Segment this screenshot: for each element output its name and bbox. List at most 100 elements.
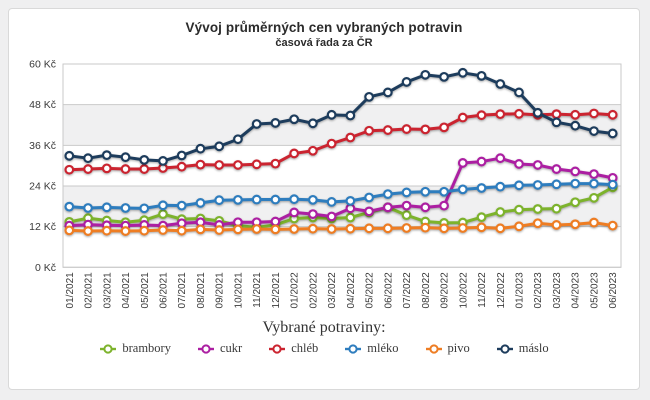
- data-point-chléb[interactable]: [589, 108, 599, 119]
- legend-item-brambory[interactable]: brambory: [99, 341, 171, 356]
- data-point-pivo[interactable]: [570, 219, 581, 230]
- data-point-cukr[interactable]: [457, 158, 468, 168]
- data-point-cukr[interactable]: [495, 153, 506, 164]
- data-point-máslo[interactable]: [570, 120, 581, 131]
- data-point-pivo[interactable]: [514, 221, 524, 232]
- data-point-mléko[interactable]: [289, 194, 300, 205]
- data-point-máslo[interactable]: [158, 156, 168, 166]
- data-point-cukr[interactable]: [420, 202, 431, 213]
- legend-item-máslo[interactable]: máslo: [496, 341, 549, 356]
- data-point-pivo[interactable]: [233, 224, 243, 235]
- data-point-chléb[interactable]: [233, 160, 243, 170]
- data-point-chléb[interactable]: [439, 122, 449, 133]
- data-point-mléko[interactable]: [251, 194, 262, 205]
- data-point-mléko[interactable]: [101, 202, 112, 213]
- data-point-máslo[interactable]: [551, 117, 562, 128]
- data-point-chléb[interactable]: [570, 109, 581, 120]
- data-point-mléko[interactable]: [64, 201, 75, 212]
- data-point-brambory[interactable]: [401, 210, 412, 221]
- data-point-mléko[interactable]: [139, 203, 150, 214]
- data-point-mléko[interactable]: [83, 203, 93, 213]
- data-point-máslo[interactable]: [457, 67, 468, 78]
- data-point-mléko[interactable]: [401, 187, 412, 198]
- data-point-cukr[interactable]: [382, 202, 393, 213]
- data-point-chléb[interactable]: [176, 161, 187, 172]
- data-point-chléb[interactable]: [101, 163, 112, 174]
- data-point-mléko[interactable]: [233, 194, 243, 205]
- data-point-máslo[interactable]: [139, 154, 150, 165]
- data-point-máslo[interactable]: [251, 119, 262, 129]
- data-point-brambory[interactable]: [514, 204, 524, 215]
- data-point-pivo[interactable]: [364, 223, 375, 234]
- data-point-chléb[interactable]: [195, 159, 206, 170]
- data-point-máslo[interactable]: [345, 110, 356, 121]
- data-point-pivo[interactable]: [176, 225, 187, 236]
- data-point-pivo[interactable]: [101, 225, 112, 236]
- data-point-mléko[interactable]: [495, 181, 506, 192]
- data-point-pivo[interactable]: [307, 223, 318, 234]
- data-point-pivo[interactable]: [476, 222, 487, 233]
- data-point-mléko[interactable]: [158, 200, 168, 211]
- data-point-chléb[interactable]: [345, 132, 356, 143]
- legend-item-cukr[interactable]: cukr: [197, 341, 242, 356]
- data-point-máslo[interactable]: [289, 114, 300, 125]
- data-point-máslo[interactable]: [270, 118, 281, 128]
- data-point-mléko[interactable]: [270, 194, 281, 205]
- legend-item-mléko[interactable]: mléko: [344, 341, 399, 356]
- data-point-pivo[interactable]: [158, 225, 168, 235]
- data-point-pivo[interactable]: [139, 225, 150, 236]
- data-point-pivo[interactable]: [64, 225, 75, 236]
- data-point-mléko[interactable]: [607, 179, 618, 190]
- data-point-máslo[interactable]: [532, 107, 543, 118]
- data-point-chléb[interactable]: [364, 125, 375, 136]
- data-point-chléb[interactable]: [214, 160, 225, 170]
- data-point-mléko[interactable]: [345, 195, 356, 206]
- data-point-mléko[interactable]: [457, 184, 468, 195]
- data-point-cukr[interactable]: [476, 156, 487, 167]
- data-point-máslo[interactable]: [64, 150, 75, 161]
- data-point-chléb[interactable]: [457, 112, 468, 123]
- data-point-cukr[interactable]: [589, 169, 599, 180]
- data-point-cukr[interactable]: [364, 206, 375, 217]
- data-point-chléb[interactable]: [514, 108, 524, 119]
- legend-item-pivo[interactable]: pivo: [425, 341, 470, 356]
- data-point-mléko[interactable]: [176, 200, 187, 211]
- data-point-chléb[interactable]: [83, 164, 93, 174]
- data-point-mléko[interactable]: [532, 180, 543, 190]
- data-point-mléko[interactable]: [382, 189, 393, 200]
- data-point-pivo[interactable]: [251, 224, 262, 234]
- data-point-pivo[interactable]: [195, 224, 206, 235]
- data-point-pivo[interactable]: [551, 220, 562, 230]
- data-point-mléko[interactable]: [120, 203, 131, 213]
- data-point-máslo[interactable]: [307, 118, 318, 129]
- data-point-chléb[interactable]: [326, 138, 337, 149]
- data-point-brambory[interactable]: [158, 209, 168, 220]
- data-point-máslo[interactable]: [439, 71, 449, 82]
- data-point-cukr[interactable]: [532, 160, 543, 170]
- data-point-pivo[interactable]: [495, 223, 506, 234]
- data-point-brambory[interactable]: [532, 204, 543, 214]
- data-point-cukr[interactable]: [289, 207, 300, 218]
- data-point-mléko[interactable]: [420, 186, 431, 197]
- data-point-brambory[interactable]: [345, 212, 356, 223]
- data-point-cukr[interactable]: [570, 166, 581, 177]
- data-point-pivo[interactable]: [270, 224, 281, 235]
- data-point-máslo[interactable]: [233, 134, 243, 145]
- data-point-pivo[interactable]: [439, 223, 449, 234]
- data-point-brambory[interactable]: [476, 212, 487, 223]
- data-point-brambory[interactable]: [551, 203, 562, 214]
- legend-item-chléb[interactable]: chléb: [268, 341, 318, 356]
- data-point-máslo[interactable]: [120, 152, 131, 163]
- data-point-mléko[interactable]: [570, 178, 581, 189]
- data-point-chléb[interactable]: [289, 148, 300, 159]
- data-point-brambory[interactable]: [570, 197, 581, 208]
- data-point-pivo[interactable]: [589, 217, 599, 228]
- data-point-mléko[interactable]: [326, 197, 337, 207]
- data-point-mléko[interactable]: [214, 195, 225, 206]
- data-point-mléko[interactable]: [195, 198, 206, 208]
- data-point-pivo[interactable]: [420, 222, 431, 233]
- data-point-brambory[interactable]: [495, 207, 506, 217]
- data-point-chléb[interactable]: [270, 158, 281, 169]
- data-point-máslo[interactable]: [83, 153, 93, 164]
- data-point-pivo[interactable]: [607, 220, 618, 231]
